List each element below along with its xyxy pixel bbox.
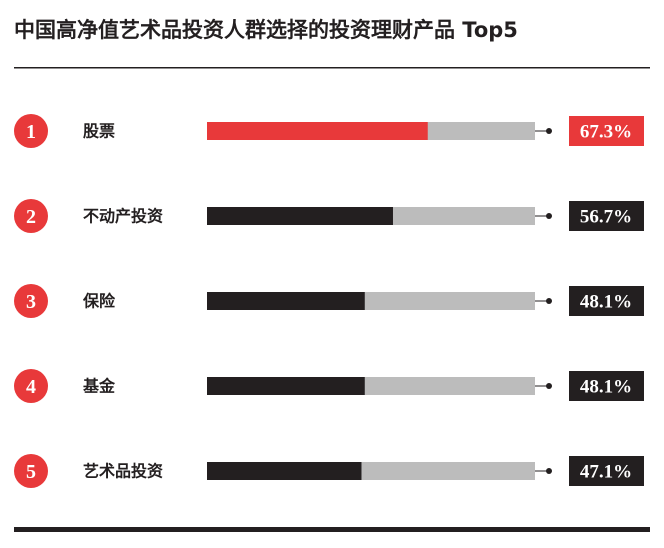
rank-number: 5 <box>26 461 36 483</box>
bar <box>207 122 428 140</box>
rank-badge <box>14 114 48 148</box>
value-label: 47.1% <box>580 462 632 483</box>
bar <box>207 207 393 225</box>
value-box <box>569 116 644 146</box>
value-label: 67.3% <box>580 122 632 143</box>
rank-badge <box>14 369 48 403</box>
bottom-rule <box>14 527 650 532</box>
rank-number: 3 <box>26 291 36 313</box>
bar <box>207 377 365 395</box>
connector-dot <box>546 213 552 219</box>
category-label: 基金 <box>82 377 116 396</box>
rank-number: 4 <box>26 376 36 398</box>
value-box <box>569 201 644 231</box>
connector-dot <box>546 298 552 304</box>
connector-dot <box>546 128 552 134</box>
rank-number: 1 <box>26 121 36 143</box>
rank-badge <box>14 284 48 318</box>
bar <box>207 462 362 480</box>
connector-dot <box>546 383 552 389</box>
top-rule <box>14 67 650 69</box>
category-label: 不动产投资 <box>83 207 163 226</box>
rank-badge <box>14 454 48 488</box>
connector-dot <box>546 468 552 474</box>
rank-badge <box>14 199 48 233</box>
bar <box>207 292 365 310</box>
value-label: 56.7% <box>580 207 632 228</box>
value-label: 48.1% <box>580 292 632 313</box>
category-label: 股票 <box>83 122 115 141</box>
category-label: 艺术品投资 <box>83 462 163 481</box>
value-box <box>569 371 644 401</box>
value-box <box>569 286 644 316</box>
chart-title: 中国高净值艺术品投资人群选择的投资理财产品 Top5 <box>14 18 518 42</box>
category-label: 保险 <box>82 292 116 311</box>
value-box <box>569 456 644 486</box>
rank-number: 2 <box>26 206 36 228</box>
value-label: 48.1% <box>580 377 632 398</box>
